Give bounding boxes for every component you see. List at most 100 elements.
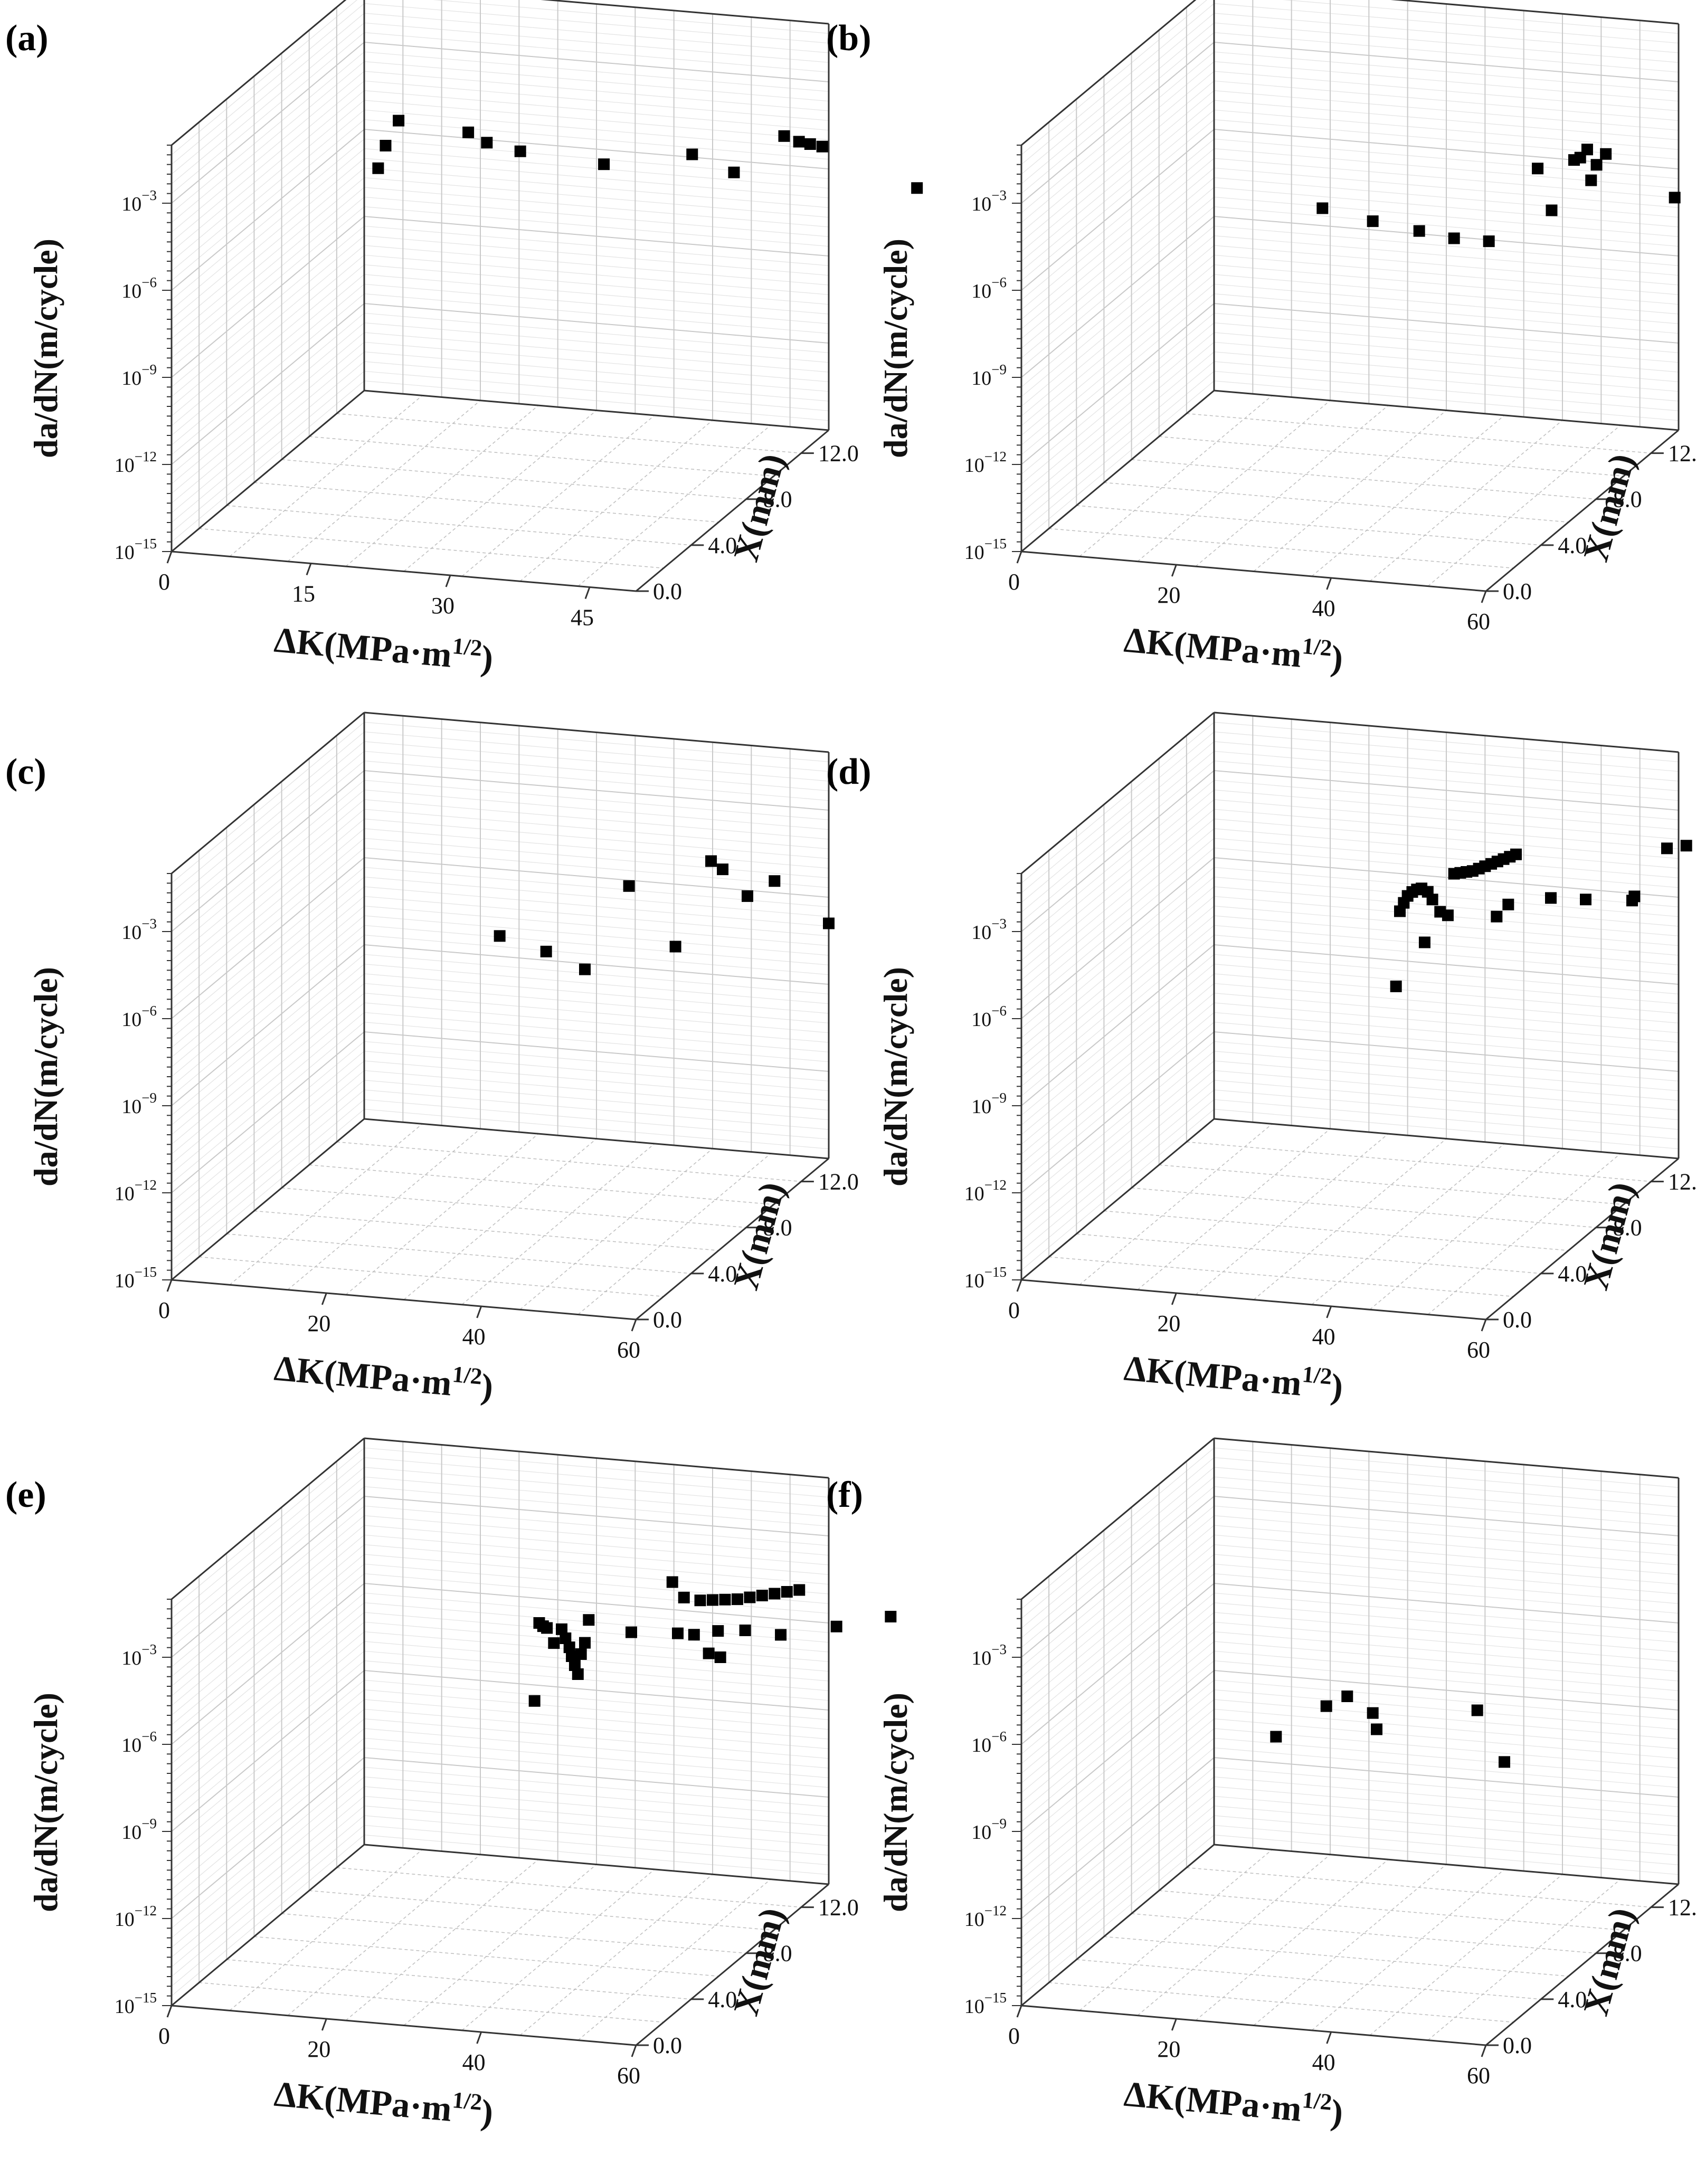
x-tick (1016, 1279, 1022, 1292)
x-tick-label: 0 (158, 2023, 170, 2049)
box-edge (1214, 1437, 1679, 1479)
floor-gridline (1427, 1153, 1621, 1315)
z-tick-label-exponent: −15 (135, 1264, 157, 1280)
data-point (731, 1593, 743, 1605)
data-point (541, 1622, 553, 1634)
box-edge (1485, 1157, 1679, 1321)
wall-gridline (1021, 1844, 1679, 2006)
data-point (1628, 890, 1641, 903)
x-tick (1481, 591, 1487, 603)
data-point (393, 115, 405, 127)
panel-label: (c) (5, 752, 46, 792)
panel-label: (d) (826, 752, 871, 792)
box-edge (541, 0, 829, 25)
z-tick-label: 10−12 (115, 1903, 157, 1931)
z-tick-label-exponent: −9 (991, 362, 1007, 377)
floor-gridline (1131, 459, 1596, 500)
data-point (830, 1620, 842, 1632)
floor-gridline (1253, 1138, 1447, 1300)
floor-gridline (1195, 1859, 1389, 2021)
panel-label: (f) (826, 1475, 863, 1515)
floor-gridline (1311, 1143, 1505, 1305)
x-tick (631, 2045, 637, 2057)
z-tick-label: 10−3 (971, 916, 1007, 944)
z-tick-label-exponent: −12 (984, 449, 1007, 464)
x-tick-label: 60 (1467, 609, 1490, 634)
box-edge (1021, 711, 1215, 875)
floor-gridline (287, 400, 481, 562)
floor-gridline (1137, 400, 1331, 562)
x-tick (1171, 564, 1177, 577)
x-tick (1326, 1306, 1332, 1318)
z-tick-label-exponent: −6 (141, 1003, 157, 1019)
z-tick-label: 10−12 (964, 449, 1007, 477)
wall-gridline (1021, 1109, 1679, 1271)
y-tick-label: 4.0 (708, 1987, 737, 2012)
y-tick-label: 0.0 (1503, 2033, 1532, 2058)
data-point (1471, 1704, 1483, 1716)
x-tick-label: 40 (1312, 595, 1335, 621)
data-point (705, 855, 717, 867)
data-point (560, 1632, 572, 1644)
data-point (728, 166, 740, 178)
wall-gridline (1021, 381, 1679, 543)
y-tick-label: 12.0 (1668, 1895, 1696, 1921)
z-tick-label-exponent: −6 (991, 274, 1007, 290)
data-point (678, 1591, 690, 1603)
box-edge (1214, 1118, 1679, 1160)
z-tick-label: 10−15 (964, 1990, 1007, 2018)
data-point (717, 863, 729, 876)
data-point (566, 1650, 578, 1662)
z-tick-label-exponent: −15 (984, 1264, 1007, 1280)
y-tick-label: 4.0 (1558, 1261, 1587, 1287)
floor-gridline (1079, 1849, 1273, 2011)
data-point (1320, 1700, 1332, 1712)
z-tick-label: 10−15 (964, 1264, 1007, 1292)
floor-gridline (229, 1123, 423, 1285)
box-edge (171, 0, 347, 146)
box-edge (1021, 1118, 1215, 1281)
box-edge (171, 711, 365, 875)
box-edge (171, 1437, 365, 1600)
z-tick-label-exponent: −3 (141, 1641, 157, 1657)
x-tick-label: 40 (1312, 1324, 1335, 1350)
x-tick-label: 20 (307, 1311, 330, 1336)
panel-4: 10−15 10−12 10−9 10−6 10−3 da/dN(m/cycle) 0 20 4… (826, 711, 1696, 1407)
wall-gridline (171, 1815, 829, 1977)
floor-gridline (519, 420, 713, 582)
z-tick-label-exponent: −3 (991, 916, 1007, 932)
z-tick-label: 10−6 (121, 1003, 157, 1031)
z-tick-label-exponent: −6 (991, 1003, 1007, 1019)
wall-gridline (1021, 341, 1679, 504)
data-point (672, 1627, 684, 1639)
wall-gridline (171, 371, 829, 533)
x-tick (445, 575, 451, 587)
floor-gridline (1079, 395, 1273, 557)
box-edge (171, 390, 365, 553)
data-point (793, 136, 805, 148)
y-tick-label: 4.0 (708, 533, 737, 558)
y-tick-label: 4.0 (1558, 533, 1587, 558)
y-tick-label: 12.0 (1668, 441, 1696, 467)
wall-gridline (171, 341, 829, 504)
wall-gridline (1021, 1815, 1679, 1977)
data-point (623, 880, 635, 892)
wall-gridline (171, 1080, 829, 1242)
floor-gridline (1159, 1890, 1624, 1931)
data-point (598, 158, 610, 170)
data-point (1510, 848, 1522, 860)
x-axis-title: ΔK(MPa·m1/2) (1122, 618, 1344, 679)
wall-gridline (1021, 361, 1679, 523)
data-point (1546, 204, 1558, 216)
x-tick-label: 0 (158, 1297, 170, 1323)
wall-gridline (171, 361, 829, 523)
x-tick-label: 20 (307, 2036, 330, 2062)
data-point (563, 1641, 575, 1654)
y-tick-label: 4.0 (708, 1261, 737, 1287)
floor-gridline (577, 1153, 771, 1315)
data-point (756, 1590, 768, 1601)
wall-gridline (1021, 1806, 1679, 1968)
data-point (540, 945, 552, 957)
data-point (816, 140, 828, 153)
wall-gridline (171, 1806, 829, 1968)
